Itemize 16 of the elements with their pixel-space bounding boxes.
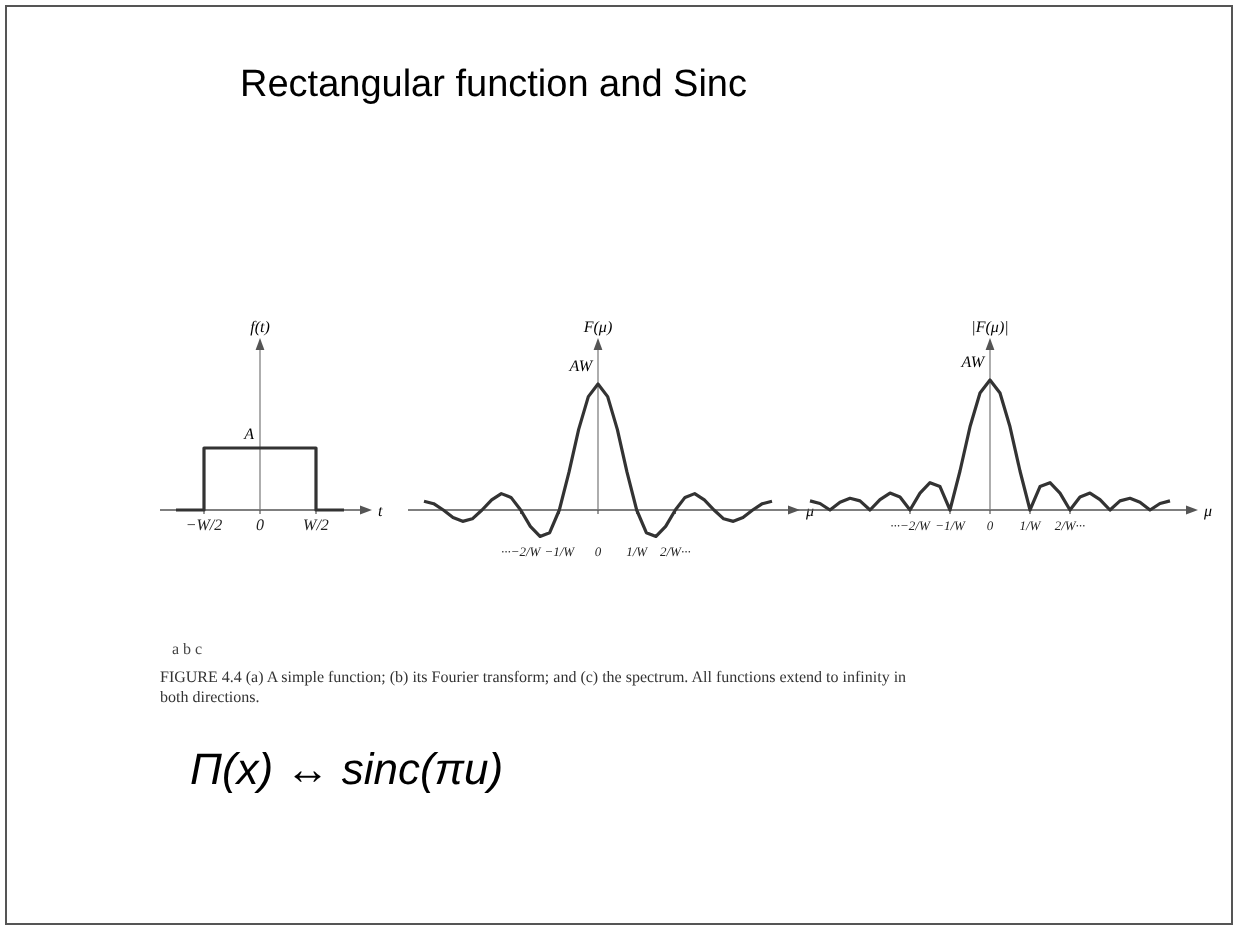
text: AW xyxy=(959,353,987,371)
x-tick-label: 0 xyxy=(256,516,264,534)
x-tick-label: −W/2 xyxy=(185,516,223,534)
y-axis-title: |F(μ)| xyxy=(971,318,1009,336)
text: a b c xyxy=(172,640,204,658)
text: Π(x) ↔ sinc(πu) xyxy=(190,744,504,794)
caption: FIGURE 4.4 (a) A simple function; (b) its Fourier transform; and (c) the spectrum. All functions extend to infinity in both directions. xyxy=(160,668,907,706)
text: Rectangular function and Sinc xyxy=(240,64,747,106)
x-axis-title: μ xyxy=(1202,502,1213,520)
text: A xyxy=(242,424,255,443)
x-tick-label: W/2 xyxy=(303,516,329,534)
y-axis-title: f(t) xyxy=(250,318,271,336)
y-axis-title: F(μ) xyxy=(581,318,613,336)
x-axis-title: t xyxy=(378,502,384,520)
text: AW xyxy=(567,357,595,376)
x-axis-title: μ xyxy=(804,502,815,520)
